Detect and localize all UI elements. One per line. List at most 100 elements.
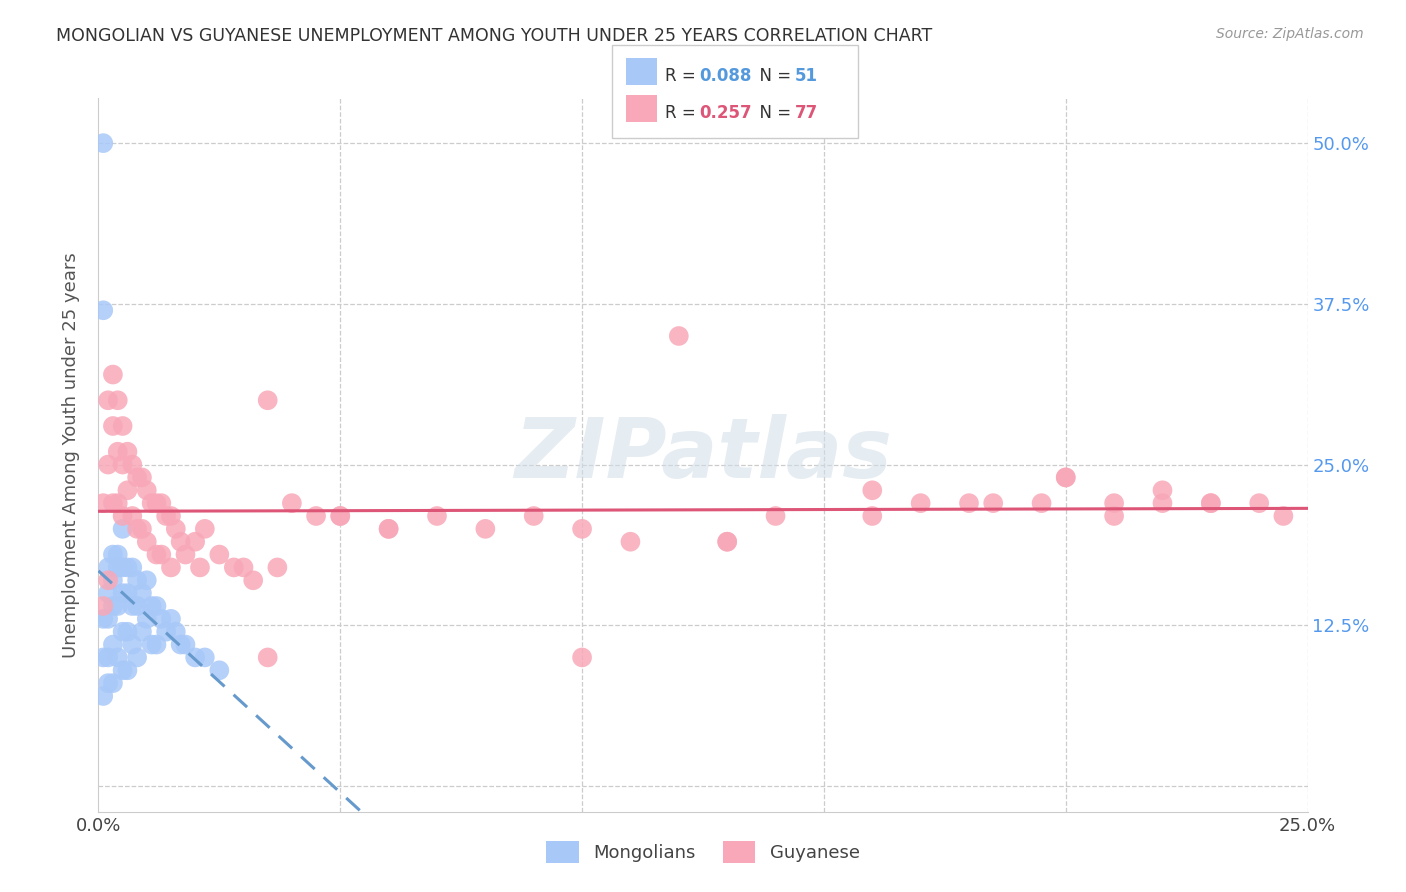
Legend: Mongolians, Guyanese: Mongolians, Guyanese <box>538 834 868 871</box>
Point <box>305 508 328 523</box>
Point <box>256 650 278 665</box>
Point <box>131 470 153 484</box>
Point <box>145 496 167 510</box>
Point <box>101 676 124 690</box>
Point <box>242 574 264 588</box>
Point <box>107 444 129 458</box>
Point <box>97 586 120 600</box>
Point <box>1054 470 1077 484</box>
Text: N =: N = <box>749 67 797 85</box>
Point <box>174 638 197 652</box>
Point <box>97 574 120 588</box>
Point <box>101 548 124 562</box>
Point <box>107 496 129 510</box>
Point <box>765 508 787 523</box>
Point <box>117 483 139 498</box>
Point <box>111 624 134 639</box>
Point <box>91 689 114 703</box>
Point <box>232 560 254 574</box>
Point <box>141 599 163 613</box>
Point <box>1249 496 1271 510</box>
Point <box>145 599 167 613</box>
Point <box>117 444 139 458</box>
Point <box>117 560 139 574</box>
Point <box>97 676 120 690</box>
Point <box>141 638 163 652</box>
Point <box>169 534 191 549</box>
Point <box>208 548 231 562</box>
Point <box>111 508 134 523</box>
Point <box>474 522 496 536</box>
Point <box>860 508 883 523</box>
Point <box>377 522 399 536</box>
Text: MONGOLIAN VS GUYANESE UNEMPLOYMENT AMONG YOUTH UNDER 25 YEARS CORRELATION CHART: MONGOLIAN VS GUYANESE UNEMPLOYMENT AMONG… <box>56 27 932 45</box>
Text: 51: 51 <box>794 67 817 85</box>
Point <box>329 508 352 523</box>
Point <box>135 574 157 588</box>
Point <box>121 599 143 613</box>
Point <box>1152 496 1174 510</box>
Point <box>155 624 177 639</box>
Point <box>135 483 157 498</box>
Point <box>111 419 134 434</box>
Point <box>194 650 217 665</box>
Point <box>91 136 114 150</box>
Point <box>127 574 149 588</box>
Point <box>716 534 738 549</box>
Point <box>1152 483 1174 498</box>
Point <box>91 599 114 613</box>
Point <box>165 624 187 639</box>
Text: Source: ZipAtlas.com: Source: ZipAtlas.com <box>1216 27 1364 41</box>
Point <box>910 496 932 510</box>
Point <box>107 599 129 613</box>
Point <box>329 508 352 523</box>
Point <box>107 393 129 408</box>
Point <box>1102 508 1125 523</box>
Point <box>160 560 183 574</box>
Point <box>97 612 120 626</box>
Point <box>150 496 173 510</box>
Point <box>160 508 183 523</box>
Point <box>222 560 245 574</box>
Point <box>121 458 143 472</box>
Point <box>111 522 134 536</box>
Point <box>101 496 124 510</box>
Point <box>281 496 304 510</box>
Point <box>571 650 593 665</box>
Text: R =: R = <box>665 104 702 122</box>
Point <box>194 522 217 536</box>
Point <box>208 663 231 677</box>
Point <box>131 522 153 536</box>
Point <box>91 303 114 318</box>
Point <box>111 586 134 600</box>
Point <box>117 586 139 600</box>
Point <box>981 496 1004 510</box>
Point <box>1031 496 1053 510</box>
Point <box>571 522 593 536</box>
Point <box>111 560 134 574</box>
Point <box>117 663 139 677</box>
Point <box>426 508 449 523</box>
Point <box>145 638 167 652</box>
Text: ZIPatlas: ZIPatlas <box>515 415 891 495</box>
Point <box>131 624 153 639</box>
Point <box>169 638 191 652</box>
Point <box>101 368 124 382</box>
Point <box>523 508 546 523</box>
Point <box>121 508 143 523</box>
Point <box>1199 496 1222 510</box>
Point <box>155 508 177 523</box>
Point <box>184 650 207 665</box>
Point <box>91 496 114 510</box>
Point <box>101 419 124 434</box>
Point <box>188 560 211 574</box>
Point <box>860 483 883 498</box>
Point <box>668 329 690 343</box>
Point <box>131 586 153 600</box>
Point <box>145 548 167 562</box>
Point <box>97 458 120 472</box>
Text: 0.257: 0.257 <box>699 104 751 122</box>
Text: R =: R = <box>665 67 702 85</box>
Y-axis label: Unemployment Among Youth under 25 years: Unemployment Among Youth under 25 years <box>62 252 80 657</box>
Point <box>957 496 980 510</box>
